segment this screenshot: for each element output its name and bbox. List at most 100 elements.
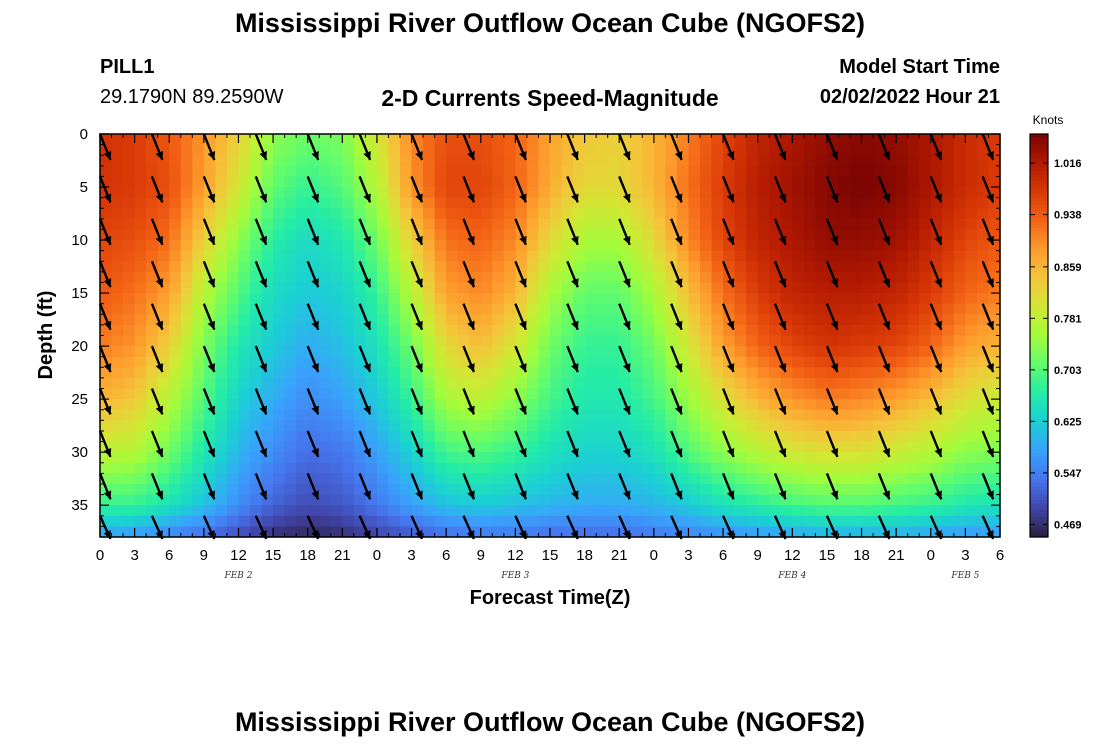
heatmap-cell [192, 335, 205, 347]
heatmap-cell [769, 324, 782, 337]
heatmap-cell [746, 293, 759, 305]
current-arrow [618, 218, 631, 246]
axes: 0 3 6 9 12 15 18 21 0 3 6 9 12 15 18 21 0 3 6 9 12 15 18 21 0 3 6F… [71, 126, 1004, 581]
heatmap-cell [226, 377, 240, 390]
heatmap-cell [734, 187, 747, 199]
heatmap-cell [180, 197, 193, 209]
heatmap-cell [388, 430, 401, 443]
heatmap-cell [919, 208, 932, 220]
heatmap-cell [203, 388, 216, 400]
colorbar-swatch [1030, 184, 1048, 189]
heatmap-cell [792, 144, 805, 156]
heatmap-cell [803, 187, 816, 199]
heatmap-cell [353, 526, 366, 538]
heatmap-cell [976, 250, 990, 262]
heatmap-cell [273, 282, 286, 294]
heatmap-cell [815, 473, 828, 485]
heatmap-cell [146, 399, 159, 411]
heatmap-cell [780, 187, 793, 199]
heatmap-cell [388, 356, 401, 368]
heatmap-cell [850, 526, 863, 538]
heatmap-cell [607, 441, 620, 453]
current-arrow [877, 472, 891, 500]
heatmap-cell [642, 208, 655, 220]
heatmap-cell [988, 218, 1001, 231]
heatmap-cell [746, 526, 759, 538]
heatmap-cell [619, 505, 632, 517]
heatmap-cell [953, 356, 966, 368]
heatmap-cell [446, 526, 459, 538]
heatmap-cell [792, 282, 805, 294]
heatmap-cell [365, 144, 378, 156]
heatmap-cell [884, 526, 897, 538]
heatmap-cell [388, 367, 401, 379]
heatmap-cell [653, 314, 666, 326]
heatmap-cell [157, 176, 170, 188]
heatmap-cell [653, 218, 666, 231]
heatmap-cell [353, 155, 366, 167]
heatmap-cell [919, 388, 932, 400]
heatmap-cell [284, 240, 297, 252]
heatmap-cell [550, 134, 563, 146]
heatmap-cell [850, 144, 863, 156]
heatmap-cell [100, 346, 113, 358]
heatmap-cell [861, 346, 874, 358]
current-arrow [150, 260, 164, 288]
heatmap-cell [273, 409, 286, 421]
heatmap-cell [273, 505, 286, 517]
heatmap-cell [434, 208, 447, 220]
heatmap-cell [123, 505, 136, 517]
heatmap-cell [307, 452, 320, 464]
heatmap-cell [250, 399, 263, 411]
x-tick-label: 21 [611, 547, 628, 564]
heatmap-cell [896, 473, 909, 485]
heatmap-cell [838, 282, 851, 294]
heatmap-cell [930, 473, 943, 485]
heatmap-cell [526, 483, 540, 496]
heatmap-cell [400, 134, 413, 146]
heatmap-cell [907, 187, 920, 199]
current-arrow [929, 430, 943, 458]
heatmap-cell [423, 346, 436, 358]
heatmap-cell [826, 335, 840, 347]
heatmap-cell [653, 271, 666, 284]
heatmap-cell [273, 377, 286, 390]
current-arrow [773, 388, 787, 415]
heatmap-cell [850, 229, 863, 241]
heatmap-cell [792, 155, 805, 167]
current-arrow [929, 472, 943, 500]
heatmap-cell [596, 377, 609, 390]
heatmap-cell [400, 335, 413, 347]
heatmap-cell [769, 462, 782, 474]
heatmap-cell [273, 367, 286, 379]
heatmap-cell [376, 240, 390, 252]
heatmap-cell [803, 430, 816, 443]
heatmap-cell [734, 250, 747, 262]
heatmap-cell [550, 155, 563, 167]
heatmap-cell [550, 324, 563, 337]
heatmap-cell [146, 430, 159, 443]
current-arrow [410, 345, 424, 373]
heatmap-cell [434, 187, 447, 199]
heatmap-cell [376, 197, 390, 209]
heatmap-cell [630, 377, 643, 390]
heatmap-cell [423, 250, 436, 262]
heatmap-cell [284, 515, 297, 527]
heatmap-cell [746, 505, 759, 517]
heatmap-cell [457, 261, 470, 273]
heatmap-cell [365, 324, 378, 337]
heatmap-cell [584, 144, 597, 156]
heatmap-cell [976, 324, 990, 337]
current-arrow [618, 175, 631, 203]
heatmap-cell [630, 324, 643, 337]
heatmap-cell [134, 165, 147, 178]
heatmap-cell [919, 367, 932, 379]
heatmap-cell [711, 367, 724, 379]
current-arrow [358, 175, 372, 203]
heatmap-cell [826, 505, 840, 517]
heatmap-cell [676, 197, 690, 209]
heatmap-cell [884, 494, 897, 506]
heatmap-cell [307, 240, 320, 252]
heatmap-cell [596, 250, 609, 262]
heatmap-cell [561, 505, 574, 517]
